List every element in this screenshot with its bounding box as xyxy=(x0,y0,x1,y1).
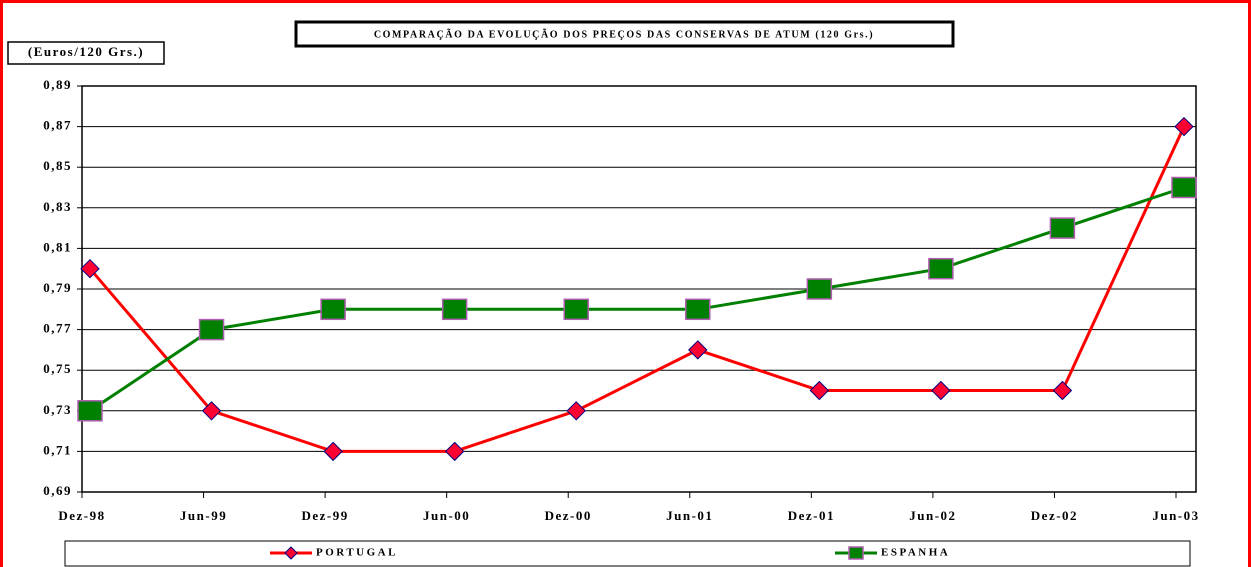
data-point xyxy=(77,400,103,422)
data-point xyxy=(809,380,830,401)
y-tick-label: 0,89 xyxy=(43,77,72,92)
y-tick-label: 0,75 xyxy=(43,361,72,376)
data-point xyxy=(1052,380,1073,401)
data-point xyxy=(201,401,222,421)
data-point xyxy=(1174,116,1194,137)
y-label-box xyxy=(7,41,165,65)
data-point xyxy=(1171,176,1197,199)
data-point xyxy=(806,278,833,300)
data-point xyxy=(323,441,343,462)
data-point xyxy=(928,257,954,280)
data-point xyxy=(1049,217,1076,239)
x-tick-label: Dez-01 xyxy=(788,508,835,523)
legend-box xyxy=(64,540,1191,567)
x-tick-label: Dez-98 xyxy=(58,508,105,523)
x-tick-label: Dez-00 xyxy=(545,508,592,523)
y-tick-label: 0,87 xyxy=(43,118,72,133)
data-point xyxy=(320,298,346,321)
data-point xyxy=(444,441,465,462)
data-point xyxy=(566,401,586,421)
legend-marker xyxy=(848,546,864,560)
legend-label: PORTUGAL xyxy=(316,547,398,559)
title-box xyxy=(294,20,955,48)
y-tick-label: 0,81 xyxy=(43,239,72,254)
data-point xyxy=(198,318,225,341)
data-point xyxy=(688,340,708,360)
data-point xyxy=(563,298,589,321)
y-tick-label: 0,73 xyxy=(43,402,72,417)
legend-marker xyxy=(284,546,298,560)
x-tick-label: Dez-02 xyxy=(1031,508,1078,523)
x-tick-label: Jun-00 xyxy=(423,508,470,523)
data-point xyxy=(931,380,951,401)
series-line xyxy=(88,125,1186,453)
chart-title: COMPARAÇÃO DA EVOLUÇÃO DOS PREÇOS DAS CO… xyxy=(374,28,874,40)
y-tick-label: 0,77 xyxy=(43,321,72,336)
y-tick-label: 0,71 xyxy=(43,442,72,457)
y-axis-label: (Euros/120 Grs.) xyxy=(28,44,144,59)
y-tick-label: 0,69 xyxy=(43,483,72,498)
x-tick-label: Jun-99 xyxy=(180,508,227,523)
plot-area xyxy=(81,85,1197,493)
x-tick-label: Jun-03 xyxy=(1152,508,1199,523)
y-tick-label: 0,83 xyxy=(43,199,72,214)
data-point xyxy=(80,258,100,279)
data-point xyxy=(685,298,711,321)
x-tick-label: Jun-01 xyxy=(666,508,713,523)
series-line xyxy=(89,186,1185,413)
x-tick-label: Jun-02 xyxy=(909,508,956,523)
data-point xyxy=(441,298,468,321)
x-tick-label: Dez-99 xyxy=(301,508,348,523)
y-tick-label: 0,85 xyxy=(43,158,72,173)
y-tick-label: 0,79 xyxy=(43,280,72,295)
legend-label: ESPANHA xyxy=(881,547,950,559)
